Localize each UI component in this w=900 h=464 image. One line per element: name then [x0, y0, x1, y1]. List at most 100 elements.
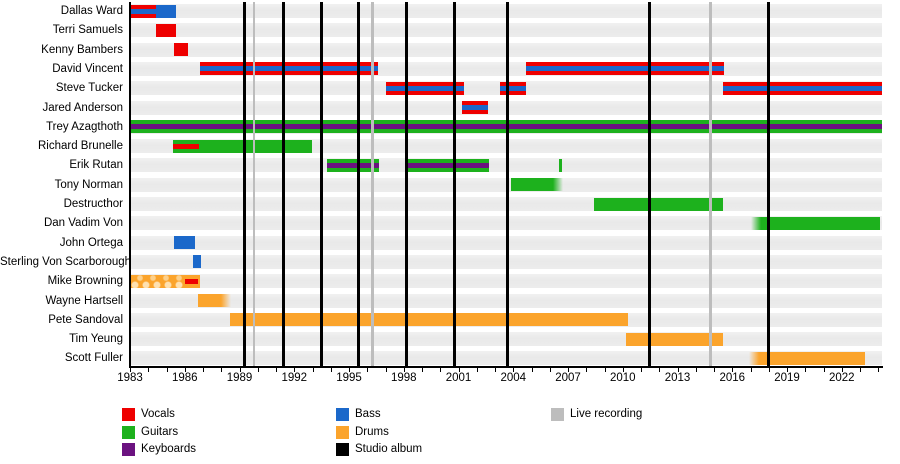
member-label: Erik Rutan: [69, 159, 123, 172]
year-tick: [184, 367, 186, 372]
timeline-bar: [748, 351, 865, 365]
live-recording-line: [709, 2, 712, 366]
member-label: Tony Norman: [54, 178, 123, 191]
legend-swatch-bass: [336, 408, 349, 421]
year-tick: [349, 367, 350, 372]
studio-album-line: [281, 2, 285, 366]
year-tick: [239, 367, 241, 372]
timeline-bar: [156, 23, 176, 37]
member-label: Mike Browning: [47, 275, 123, 288]
year-tick: [622, 367, 624, 372]
row-band: [130, 23, 882, 38]
member-label: Dan Vadim Von: [43, 217, 123, 230]
row-band: [130, 42, 882, 57]
timeline-bar: [593, 197, 724, 211]
year-tick: [659, 367, 661, 372]
year-label: 2007: [555, 372, 581, 384]
year-label: 2001: [445, 372, 472, 384]
year-tick: [787, 367, 788, 372]
year-tick: [330, 367, 332, 372]
timeline-bar: [130, 274, 201, 288]
live-recording-line: [371, 2, 374, 366]
year-label: 1983: [117, 372, 143, 384]
legend-label: Keyboards: [141, 443, 196, 455]
legend-swatch-live_recording: [551, 408, 564, 421]
role-stripe: [200, 66, 379, 72]
year-tick: [203, 367, 204, 372]
role-stripe: [130, 8, 156, 14]
year-tick: [422, 367, 423, 372]
row-band: [130, 100, 882, 115]
year-tick: [568, 367, 569, 372]
year-tick: [860, 367, 861, 372]
member-label: David Vincent: [52, 62, 123, 75]
year-tick: [458, 367, 460, 372]
year-tick: [166, 367, 168, 372]
timeline-bar: [173, 236, 195, 250]
studio-album-line: [647, 2, 651, 366]
legend-label: Drums: [355, 425, 389, 438]
year-tick: [805, 367, 807, 372]
member-label: Trey Azagthoth: [46, 120, 123, 133]
session-texture: [130, 274, 185, 288]
year-tick: [221, 367, 223, 372]
timeline-bar: [751, 216, 881, 230]
studio-album-line: [453, 2, 457, 366]
year-tick: [841, 367, 843, 372]
member-label: Kenny Bambers: [41, 43, 123, 56]
year-tick: [312, 367, 314, 372]
year-tick: [513, 367, 515, 372]
year-label: 1992: [281, 372, 308, 384]
timeline-bar: [511, 178, 563, 192]
member-label: Richard Brunelle: [37, 140, 123, 153]
role-stripe: [407, 162, 489, 168]
studio-album-line: [356, 2, 360, 366]
row-band: [130, 235, 882, 250]
member-label: Dallas Ward: [60, 5, 123, 17]
year-label: 1998: [390, 372, 417, 384]
year-tick: [130, 367, 131, 372]
year-label: 2013: [664, 372, 691, 384]
live-recording-line: [252, 2, 256, 366]
member-label: John Ortega: [59, 236, 123, 249]
role-stripe: [386, 85, 464, 91]
legend-swatch-studio_album: [336, 443, 349, 456]
row-band: [130, 351, 882, 366]
legend-label: Vocals: [141, 408, 175, 420]
role-stripe: [723, 85, 882, 91]
year-tick: [732, 367, 734, 372]
role-stripe: [184, 278, 199, 284]
y-axis-line: [129, 2, 131, 366]
year-label: 2016: [719, 372, 746, 384]
year-tick: [695, 367, 697, 372]
year-label: 2010: [609, 372, 636, 384]
role-stripe: [327, 162, 380, 168]
year-tick: [276, 367, 277, 372]
timeline-bar: [230, 313, 629, 327]
year-tick: [294, 367, 296, 372]
role-stripe: [500, 85, 527, 91]
year-tick: [531, 367, 533, 372]
year-tick: [476, 367, 478, 372]
legend-swatch-keyboards: [122, 443, 135, 456]
year-tick: [385, 367, 387, 372]
year-tick: [714, 367, 715, 372]
member-label: Terri Samuels: [52, 24, 123, 37]
year-tick: [641, 367, 642, 372]
member-label: Wayne Hartsell: [45, 294, 123, 307]
year-tick: [549, 367, 551, 372]
member-label: Sterling Von Scarborough: [0, 255, 132, 268]
member-label: Scott Fuller: [64, 352, 123, 365]
timeline-bar: [198, 294, 232, 307]
role-stripe: [462, 105, 488, 110]
row-band: [130, 254, 882, 269]
timeline-bar: [172, 139, 313, 153]
row-band: [130, 158, 882, 173]
member-label: Jared Anderson: [42, 101, 123, 114]
legend-label: Studio album: [355, 443, 423, 455]
legend-label: Bass: [355, 408, 381, 420]
studio-album-line: [320, 2, 324, 366]
studio-album-line: [404, 2, 408, 366]
member-label: Pete Sandoval: [48, 313, 123, 326]
